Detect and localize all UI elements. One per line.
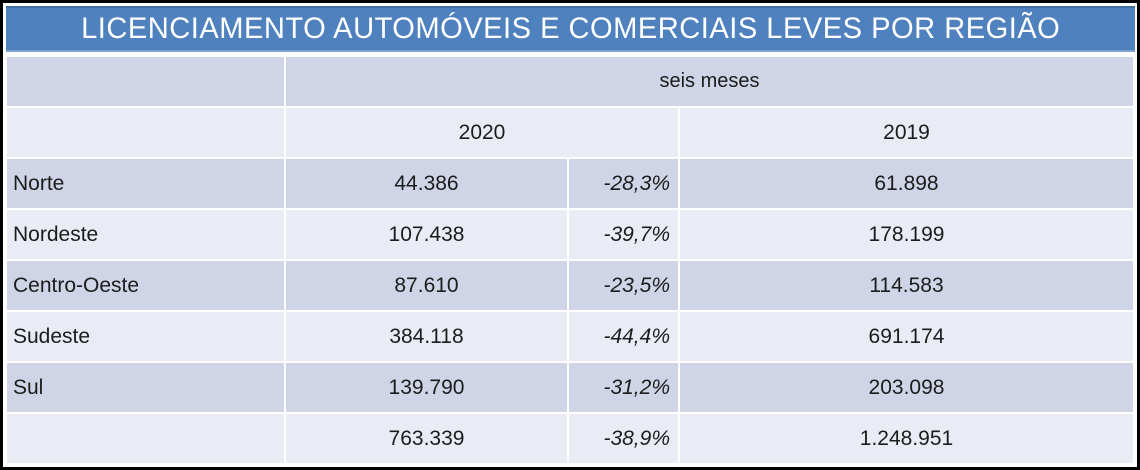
empty-cell xyxy=(7,57,284,106)
value-2020-cell: 44.386 xyxy=(286,159,567,208)
value-2020-cell: 384.118 xyxy=(286,312,567,361)
year-2019-header: 2019 xyxy=(680,108,1133,157)
total-value-2020-cell: 763.339 xyxy=(286,414,567,463)
table-row: Centro-Oeste 87.610 -23,5% 114.583 xyxy=(7,261,1133,310)
total-value-2019-cell: 1.248.951 xyxy=(680,414,1133,463)
year-2020-header: 2020 xyxy=(286,108,678,157)
value-2020-cell: 107.438 xyxy=(286,210,567,259)
region-cell: Centro-Oeste xyxy=(7,261,284,310)
table-row: Nordeste 107.438 -39,7% 178.199 xyxy=(7,210,1133,259)
pct-change-cell: -31,2% xyxy=(569,363,678,412)
pct-change-cell: -28,3% xyxy=(569,159,678,208)
empty-cell xyxy=(7,414,284,463)
year-header-row: 2020 2019 xyxy=(7,108,1133,157)
period-header-cell: seis meses xyxy=(286,57,1133,106)
region-cell: Nordeste xyxy=(7,210,284,259)
pct-change-cell: -23,5% xyxy=(569,261,678,310)
region-cell: Norte xyxy=(7,159,284,208)
value-2019-cell: 61.898 xyxy=(680,159,1133,208)
period-header-row: seis meses xyxy=(7,57,1133,106)
region-cell: Sudeste xyxy=(7,312,284,361)
table-row: Sul 139.790 -31,2% 203.098 xyxy=(7,363,1133,412)
region-cell: Sul xyxy=(7,363,284,412)
page-title-bar: LICENCIAMENTO AUTOMÓVEIS E COMERCIAIS LE… xyxy=(6,6,1135,52)
value-2020-cell: 87.610 xyxy=(286,261,567,310)
empty-cell xyxy=(7,108,284,157)
pct-change-cell: -44,4% xyxy=(569,312,678,361)
table-row: Norte 44.386 -28,3% 61.898 xyxy=(7,159,1133,208)
total-row: 763.339 -38,9% 1.248.951 xyxy=(7,414,1133,463)
licensing-table: seis meses 2020 2019 Norte 44.386 -28,3%… xyxy=(5,55,1135,465)
table-row: Sudeste 384.118 -44,4% 691.174 xyxy=(7,312,1133,361)
total-pct-change-cell: -38,9% xyxy=(569,414,678,463)
pct-change-cell: -39,7% xyxy=(569,210,678,259)
value-2020-cell: 139.790 xyxy=(286,363,567,412)
value-2019-cell: 203.098 xyxy=(680,363,1133,412)
value-2019-cell: 691.174 xyxy=(680,312,1133,361)
page-title: LICENCIAMENTO AUTOMÓVEIS E COMERCIAIS LE… xyxy=(80,12,1061,45)
value-2019-cell: 178.199 xyxy=(680,210,1133,259)
value-2019-cell: 114.583 xyxy=(680,261,1133,310)
